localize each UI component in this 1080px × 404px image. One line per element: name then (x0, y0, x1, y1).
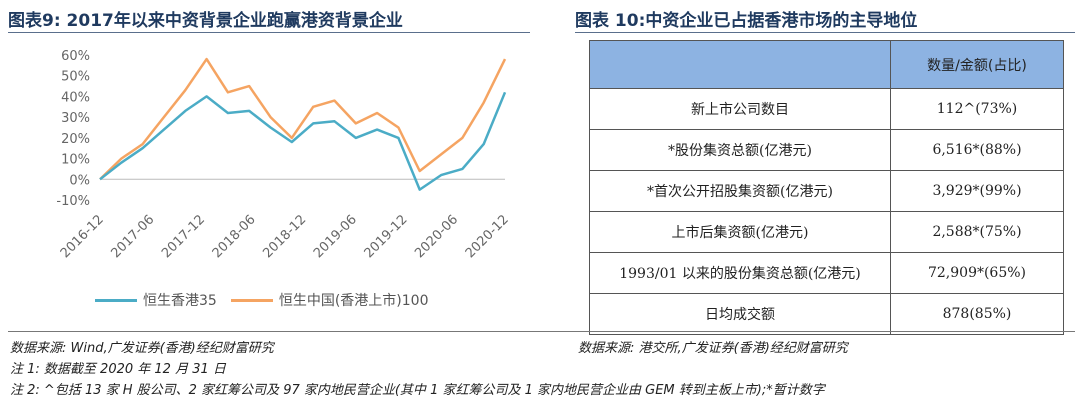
left-figure-title: 图表9: 2017年以来中资背景企业跑赢港资背景企业 (8, 11, 403, 31)
legend-label-hs35: 恒生香港35 (143, 293, 217, 309)
table-row: *首次公开招股集资额(亿港元) 3,929*(99%) (589, 170, 1064, 212)
table-cell-value: 3,929*(99%) (890, 170, 1064, 212)
left-source-note: 数据来源: Wind,广发证券(香港)经纪财富研究 (10, 341, 274, 356)
y-tick-label: 60% (61, 49, 90, 64)
market-share-table: 数量/金额(占比) 新上市公司数目 112^(73%) *股份集资总额(亿港元) 6… (589, 40, 1064, 335)
y-tick-label: 50% (61, 70, 90, 85)
y-tick-label: 0% (69, 173, 90, 188)
table-header-cell (589, 40, 891, 89)
table-row: 日均成交额 878(85%) (589, 293, 1064, 335)
right-figure-title: 图表 10:中资企业已占据香港市场的主导地位 (575, 11, 918, 31)
x-tick-label: 2019-12 (362, 212, 411, 261)
legend-label-hscn100: 恒生中国(香港上市)100 (278, 293, 429, 309)
y-tick-label: 40% (61, 90, 90, 105)
y-tick-label: -10% (56, 194, 90, 209)
table-row: 上市后集资额(亿港元) 2,588*(75%) (589, 211, 1064, 253)
series-line (99, 57, 507, 181)
y-tick-label: 30% (61, 111, 90, 126)
legend-swatch-hs35 (95, 298, 137, 302)
x-tick-label: 2020-12 (463, 212, 512, 261)
x-tick-label: 2016-12 (58, 212, 107, 261)
chart-legend: 恒生香港35 恒生中国(香港上市)100 (95, 290, 428, 310)
table-header-row: 数量/金额(占比) (589, 40, 1064, 89)
x-tick-label: 2018-06 (210, 212, 259, 261)
table-row: 1993/01 以来的股份集资总额(亿港元) 72,909*(65%) (589, 252, 1064, 294)
table-cell-value: 6,516*(88%) (890, 129, 1064, 171)
left-title-divider (8, 32, 530, 33)
y-tick-label: 10% (61, 153, 90, 168)
table-cell-value: 72,909*(65%) (890, 252, 1064, 294)
table-cell-value: 878(85%) (890, 293, 1064, 335)
x-tick-label: 2018-12 (260, 212, 309, 261)
x-tick-label: 2017-06 (108, 212, 157, 261)
table-cell-label: 新上市公司数目 (589, 88, 891, 130)
x-tick-label: 2020-06 (412, 212, 461, 261)
table-header-cell: 数量/金额(占比) (890, 40, 1064, 89)
line-chart: -10%0%10%20%30%40%50%60%2016-12 2017-06 20… (56, 49, 512, 261)
legend-item-hscn100: 恒生中国(香港上市)100 (230, 290, 429, 310)
right-source-note: 数据来源: 港交所,广发证券(香港)经纪财富研究 (578, 341, 848, 356)
table-row: *股份集资总额(亿港元) 6,516*(88%) (589, 129, 1064, 171)
table-cell-value: 2,588*(75%) (890, 211, 1064, 253)
x-tick-label: 2019-06 (311, 212, 360, 261)
series-line (99, 91, 507, 191)
table-cell-label: 上市后集资额(亿港元) (589, 211, 891, 253)
footnote-1: 注 1: 数据截至 2020 年 12 月 31 日 (10, 362, 226, 377)
footnote-2: 注 2: ^包括 13 家 H 股公司、2 家红筹公司及 97 家内地民营企业(… (10, 383, 825, 398)
x-tick-label: 2017-12 (159, 212, 208, 261)
table-row: 新上市公司数目 112^(73%) (589, 88, 1064, 130)
legend-swatch-hscn100 (230, 298, 273, 302)
table-cell-label: 日均成交额 (589, 293, 891, 335)
right-title-divider (575, 32, 1075, 33)
notes-divider (8, 331, 1075, 332)
table-cell-label: *首次公开招股集资额(亿港元) (589, 170, 891, 212)
y-tick-label: 20% (61, 132, 90, 147)
legend-item-hs35: 恒生香港35 (95, 290, 217, 310)
table-cell-value: 112^(73%) (890, 88, 1064, 130)
table-cell-label: 1993/01 以来的股份集资总额(亿港元) (589, 252, 891, 294)
table-cell-label: *股份集资总额(亿港元) (589, 129, 891, 171)
